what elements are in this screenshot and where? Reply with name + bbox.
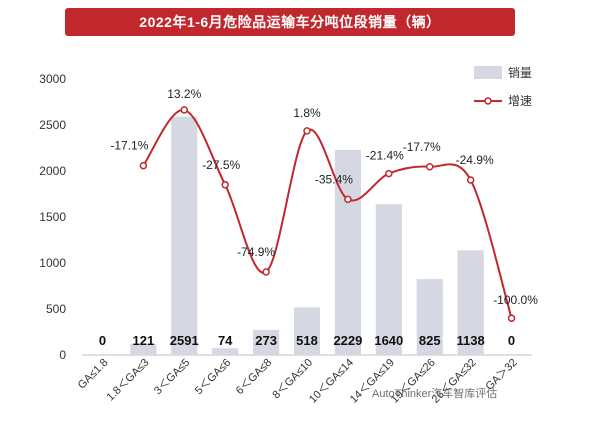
bar-value-label: 2229 <box>333 333 362 348</box>
bar <box>171 116 198 356</box>
legend-line-label: 增速 <box>508 94 532 108</box>
x-tick-label: 6＜GA≤8 <box>234 357 274 397</box>
growth-label: -21.4% <box>366 149 404 163</box>
bar-value-label: 825 <box>419 333 441 348</box>
y-tick-label: 2000 <box>39 164 66 178</box>
growth-label: -35.4% <box>315 172 353 186</box>
growth-label: -27.5% <box>202 158 240 172</box>
bar-value-label: 0 <box>99 333 106 348</box>
legend-line-marker <box>484 97 492 105</box>
x-tick-label: GA≤1.8 <box>76 357 111 392</box>
growth-point <box>344 195 352 204</box>
growth-label: 1.8% <box>293 106 321 120</box>
bar <box>253 329 280 355</box>
growth-point <box>221 181 229 189</box>
bar-value-label: 1640 <box>374 333 403 348</box>
y-tick-label: 2500 <box>39 118 66 132</box>
growth-point <box>466 176 475 184</box>
legend-bar-swatch <box>474 66 502 79</box>
growth-label: -74.9% <box>237 245 275 259</box>
growth-point <box>139 161 148 170</box>
bar-value-label: 0 <box>508 333 515 348</box>
legend-bar-label: 销量 <box>508 66 532 80</box>
growth-line <box>142 108 513 319</box>
bar-value-label: 74 <box>218 333 233 348</box>
growth-label: 13.2% <box>167 87 201 101</box>
y-tick-label: 1000 <box>39 256 66 270</box>
bar <box>293 307 321 355</box>
growth-label: -100.0% <box>493 293 538 307</box>
bar <box>375 204 402 355</box>
watermark-text: AutoThinker汽车智库评估 <box>372 388 498 400</box>
bar-value-label: 2591 <box>170 333 199 348</box>
y-tick-label: 500 <box>46 302 66 316</box>
bar <box>130 343 157 355</box>
bar-value-label: 1138 <box>457 333 485 348</box>
x-tick-label: 5＜GA≤6 <box>193 357 233 397</box>
growth-point <box>303 127 311 135</box>
growth-point <box>425 163 434 171</box>
chart-title: 2022年1-6月危险品运输车分吨位段销量（辆） <box>65 8 515 36</box>
y-tick-label: 3000 <box>39 72 66 86</box>
bar-value-label: 518 <box>296 333 318 348</box>
bar <box>416 279 443 355</box>
growth-label: -17.7% <box>403 140 441 154</box>
y-tick-label: 1500 <box>39 210 66 224</box>
growth-point <box>385 169 393 178</box>
x-tick-label: 1.8＜GA≤3 <box>105 357 152 404</box>
growth-label: -17.1% <box>110 139 148 153</box>
x-tick-label: 3＜GA≤5 <box>152 357 192 397</box>
bar-value-label: 273 <box>255 333 277 348</box>
bar-value-label: 121 <box>133 333 155 348</box>
bar <box>334 149 361 355</box>
growth-label: -24.9% <box>456 153 494 167</box>
bar <box>457 250 484 355</box>
growth-point <box>180 106 189 114</box>
growth-point <box>507 314 516 322</box>
y-tick-label: 0 <box>59 348 66 362</box>
bar <box>212 348 239 355</box>
growth-point <box>262 268 270 276</box>
